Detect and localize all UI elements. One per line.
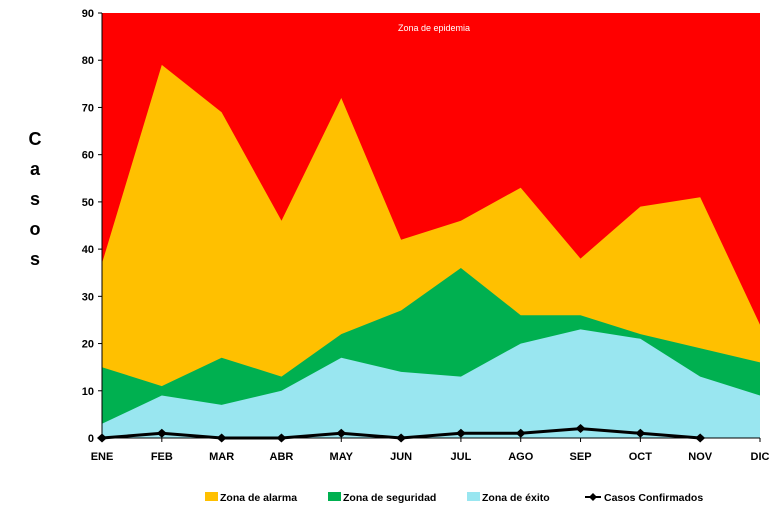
y-tick-label: 80 <box>82 55 94 67</box>
plot-area <box>97 13 760 443</box>
legend-label-zona-de-alarma: Zona de alarma <box>220 492 297 504</box>
y-axis-label-letter: C <box>29 129 42 149</box>
legend-swatch-zona-de-alarma <box>205 492 218 501</box>
x-tick-label: JUL <box>451 451 472 463</box>
epidemic-zone-label: Zona de epidemia <box>398 23 470 33</box>
x-tick-label: NOV <box>688 451 713 463</box>
y-axis-label-letter: o <box>30 219 41 239</box>
x-tick-label: AGO <box>508 451 534 463</box>
legend-label-zona-de-seguridad: Zona de seguridad <box>343 492 436 504</box>
x-tick-label: JUN <box>390 451 412 463</box>
y-tick-label: 30 <box>82 291 94 303</box>
confirmed-cases-point <box>515 428 526 438</box>
x-tick-label: ENE <box>91 451 114 463</box>
legend: Zona de alarma Zona de seguridad Zona de é… <box>205 492 703 504</box>
legend-label-zona-de-exito: Zona de éxito <box>482 492 550 504</box>
legend-swatch-zona-de-seguridad <box>328 492 341 501</box>
confirmed-cases-point <box>156 428 167 438</box>
confirmed-cases-point <box>575 424 586 434</box>
x-tick-label: OCT <box>629 451 653 463</box>
y-axis-label-letter: s <box>30 249 40 269</box>
x-tick-label: SEP <box>570 451 592 463</box>
x-tick-label: ABR <box>270 451 294 463</box>
y-axis-label-letter: s <box>30 189 40 209</box>
y-tick-label: 10 <box>82 386 94 398</box>
y-tick-label: 40 <box>82 244 94 256</box>
y-tick-label: 70 <box>82 102 94 114</box>
y-tick-label: 20 <box>82 339 94 351</box>
x-tick-label: FEB <box>151 451 173 463</box>
confirmed-cases-point <box>635 428 646 438</box>
area-zona-de-exito <box>102 329 760 438</box>
confirmed-cases-point <box>455 428 466 438</box>
y-tick-label: 60 <box>82 150 94 162</box>
x-tick-label: MAY <box>330 451 354 463</box>
x-tick-label: MAR <box>209 451 234 463</box>
confirmed-cases-point <box>336 428 347 438</box>
y-tick-label: 90 <box>82 8 94 20</box>
y-tick-label: 0 <box>88 433 94 445</box>
axes: 0 10 20 30 40 50 60 70 80 90 ENE FEB MAR ABR MAY JUN JUL… <box>82 8 770 463</box>
legend-label-casos-confirmados: Casos Confirmados <box>604 492 703 504</box>
x-tick-label: DIC <box>751 451 770 463</box>
y-axis-label: Casos <box>29 129 42 269</box>
y-axis-label-letter: a <box>30 159 41 179</box>
y-tick-label: 50 <box>82 197 94 209</box>
legend-marker-casos-confirmados <box>589 493 597 501</box>
legend-swatch-zona-de-exito <box>467 492 480 501</box>
